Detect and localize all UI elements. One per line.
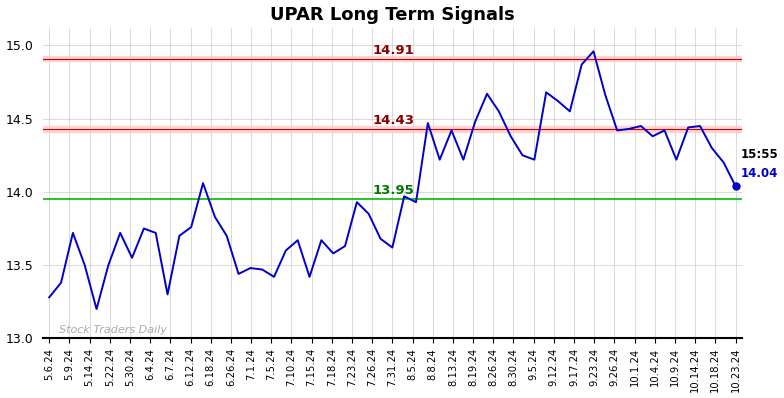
Bar: [43, 56, 742, 61]
Bar: [43, 126, 742, 132]
Text: 15:55: 15:55: [741, 148, 779, 161]
Text: 14.43: 14.43: [372, 114, 414, 127]
Text: Stock Traders Daily: Stock Traders Daily: [60, 325, 167, 335]
Text: 14.04: 14.04: [741, 167, 778, 180]
Text: 13.95: 13.95: [372, 184, 414, 197]
Title: UPAR Long Term Signals: UPAR Long Term Signals: [270, 6, 515, 23]
Text: 14.91: 14.91: [372, 43, 414, 57]
